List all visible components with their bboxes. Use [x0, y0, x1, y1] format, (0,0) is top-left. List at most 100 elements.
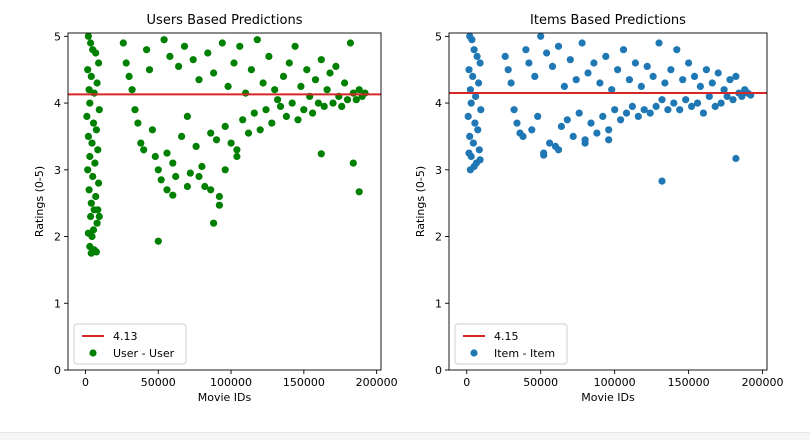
x-tick-label: 0 — [82, 376, 89, 389]
data-point — [94, 206, 102, 214]
data-point — [738, 92, 746, 100]
y-tick-label: 3 — [435, 164, 442, 177]
data-point — [534, 112, 542, 120]
data-point — [224, 82, 232, 90]
data-point — [540, 149, 548, 157]
plot-frame — [448, 32, 768, 371]
data-point — [566, 56, 574, 64]
data-point — [581, 139, 589, 147]
data-point — [178, 132, 186, 140]
data-point — [726, 76, 734, 84]
data-point — [95, 106, 103, 114]
data-point — [163, 149, 171, 157]
y-axis-label: Ratings (0-5) — [33, 166, 46, 237]
data-point — [265, 52, 273, 61]
data-point — [631, 59, 640, 67]
data-point — [560, 82, 569, 90]
y-tick-label: 1 — [54, 297, 61, 310]
data-point — [575, 109, 583, 117]
data-point — [682, 96, 690, 104]
data-point — [467, 99, 475, 107]
y-tick-label: 0 — [54, 364, 61, 377]
data-point — [470, 46, 478, 54]
data-point — [469, 72, 477, 80]
data-point — [352, 96, 360, 104]
data-point — [465, 66, 473, 74]
x-tick-label: 200000 — [742, 376, 784, 389]
data-point — [84, 166, 92, 174]
scatter-points — [83, 33, 369, 257]
data-point — [676, 106, 684, 114]
x-tick-label: 100000 — [594, 376, 636, 389]
data-point — [326, 69, 334, 77]
data-point — [88, 232, 96, 241]
data-point — [469, 139, 477, 147]
data-point — [271, 86, 279, 94]
data-point — [247, 66, 255, 74]
data-point — [593, 129, 601, 137]
data-point — [513, 119, 521, 127]
data-point — [137, 139, 145, 147]
data-point — [288, 99, 296, 107]
data-point — [180, 42, 189, 50]
data-point — [608, 86, 616, 94]
data-point — [537, 33, 545, 40]
data-point — [242, 89, 250, 97]
data-point — [92, 49, 100, 57]
data-point — [646, 109, 654, 117]
data-point — [673, 46, 681, 54]
data-point — [466, 86, 474, 94]
data-point — [227, 139, 235, 147]
data-point — [664, 106, 672, 114]
data-point — [276, 102, 285, 110]
data-point — [693, 99, 702, 107]
data-point — [667, 66, 675, 74]
data-point — [309, 109, 317, 117]
data-point — [207, 186, 215, 194]
data-point — [317, 56, 325, 64]
data-point — [183, 112, 191, 120]
data-point — [732, 154, 740, 163]
scatter-points — [464, 33, 755, 185]
data-point — [163, 186, 171, 194]
data-point — [95, 59, 103, 67]
data-point — [723, 92, 731, 100]
data-point — [169, 191, 177, 199]
data-point — [303, 66, 311, 74]
data-point — [145, 66, 154, 74]
data-point — [157, 176, 165, 184]
data-point — [614, 66, 622, 74]
legend-label-series: User - User — [113, 347, 175, 360]
data-point — [204, 49, 212, 57]
data-point — [134, 119, 142, 127]
data-point — [119, 39, 127, 47]
data-point — [470, 162, 478, 171]
data-point — [476, 156, 484, 164]
data-point — [87, 72, 95, 80]
data-point — [670, 99, 678, 107]
output-area-footer — [0, 432, 810, 440]
data-point — [702, 66, 711, 74]
data-point — [84, 132, 92, 140]
data-point — [84, 66, 92, 74]
chart-title: Items Based Predictions — [530, 13, 686, 28]
y-tick-label: 1 — [435, 297, 442, 310]
data-point — [528, 126, 536, 134]
legend-marker-swatch — [470, 349, 478, 357]
data-point — [86, 152, 94, 161]
data-point — [256, 126, 264, 134]
data-point — [274, 96, 282, 104]
data-point — [259, 79, 267, 87]
data-point — [338, 102, 346, 110]
data-point — [323, 86, 331, 94]
data-point — [90, 89, 98, 97]
data-point — [605, 126, 613, 134]
data-point — [590, 59, 598, 67]
legend: 4.15 Item - Item — [454, 323, 568, 365]
data-point — [94, 146, 102, 154]
data-point — [611, 106, 619, 114]
data-point — [148, 126, 156, 134]
legend-box — [454, 323, 568, 365]
data-point — [189, 56, 197, 64]
